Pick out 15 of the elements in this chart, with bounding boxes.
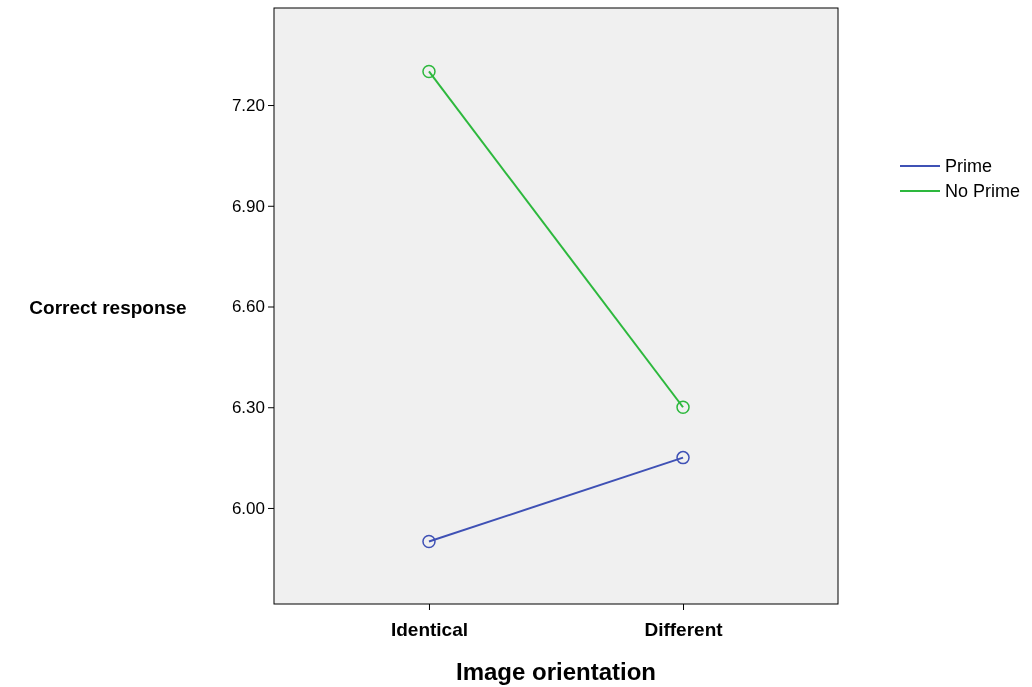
y-tick-label: 6.30	[231, 398, 265, 418]
y-tick-label: 7.20	[231, 95, 265, 115]
point	[422, 64, 436, 79]
legend-label: No Prime	[945, 181, 1021, 201]
y-tick-label: 6.90	[231, 196, 265, 216]
y-tick-label: 6.60	[231, 297, 265, 317]
x-axis-title: Image orientation	[455, 658, 657, 685]
point	[676, 450, 690, 465]
x-tick-label: Identical	[390, 618, 469, 640]
point	[422, 534, 436, 549]
y-tick-label: 6.00	[231, 498, 265, 518]
x-tick-label: Different	[644, 618, 724, 640]
y-axis-title: Correct response	[29, 297, 187, 318]
point	[676, 400, 690, 414]
legend-label: Prime	[945, 156, 993, 176]
